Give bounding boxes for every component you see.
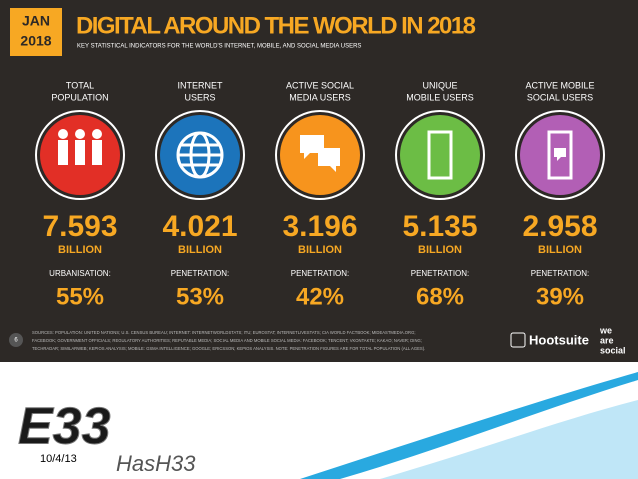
indicator-value: 2.958 [522,210,597,243]
indicators: TOTALPOPULATION7.593BILLIONURBANISATION:… [35,80,605,310]
metric-label: PENETRATION: [411,269,470,278]
metric-value: 68% [416,283,464,310]
swoosh [300,372,638,479]
subtitle: KEY STATISTICAL INDICATORS FOR THE WORLD… [77,44,361,50]
icon-circle [400,115,480,195]
indicator-label: ACTIVE MOBILE [525,80,594,90]
indicator-label: MEDIA USERS [289,92,351,102]
indicator-label: USERS [184,92,215,102]
icon [178,143,222,167]
icon [58,140,102,165]
indicator-value: 5.135 [402,210,477,243]
indicator-label: UNIQUE [422,80,457,90]
indicator-value: 7.593 [42,210,117,243]
partner: social [600,345,626,355]
metric-label: PENETRATION: [531,269,590,278]
indicator-unit: BILLION [58,244,102,256]
page-badge [9,333,23,347]
indicator-unit: BILLION [178,244,222,256]
brand: Hootsuite [529,332,589,347]
icon [58,129,68,139]
metric-value: 42% [296,283,344,310]
indicator-label: ACTIVE SOCIAL [286,80,354,90]
icon-ring [35,110,125,200]
icon-ring [395,110,485,200]
metric-value: 55% [56,283,104,310]
swoosh [380,400,638,479]
page-number: 6 [14,338,18,344]
month: JAN [22,13,50,29]
metric-label: PENETRATION: [291,269,350,278]
date-badge [10,8,62,56]
indicator-label: INTERNET [178,80,224,90]
indicator-value: 3.196 [282,210,357,243]
logo-mark: E33 [18,398,111,456]
indicator-unit: BILLION [418,244,462,256]
indicator-unit: BILLION [538,244,582,256]
indicator-unit: BILLION [298,244,342,256]
icon [554,148,566,161]
icon [547,130,573,180]
sources: FACEBOOK; GOVERNMENT OFFICIALS; REGULATO… [32,338,422,343]
metric-value: 53% [176,283,224,310]
icon-ring [515,110,605,200]
icon [75,129,85,139]
icon-ring [155,110,245,200]
indicator-value: 4.021 [162,210,237,243]
icon [300,135,340,172]
metric-value: 39% [536,283,584,310]
indicator-label: POPULATION [51,92,108,102]
partner: we [599,325,612,335]
icon [427,130,453,180]
indicator-label: TOTAL [66,80,94,90]
metric-label: PENETRATION: [171,269,230,278]
partner: are [600,335,614,345]
year: 2018 [20,33,51,49]
date: 10/4/13 [40,453,77,465]
metric-label: URBANISATION: [49,269,111,278]
sources: TECHRADAR; SIMILARWEB; KEPIOS ANALYSIS; … [32,346,425,351]
indicator-label: MOBILE USERS [406,92,474,102]
title: DIGITAL AROUND THE WORLD IN 2018 [76,12,476,39]
indicator-label: SOCIAL USERS [527,92,593,102]
logo-text: HasH33 [116,451,196,476]
owl-icon [510,332,526,348]
sources: SOURCES: POPULATION: UNITED NATIONS; U.S… [32,330,416,335]
icon [92,129,102,139]
icon-ring [275,110,365,200]
